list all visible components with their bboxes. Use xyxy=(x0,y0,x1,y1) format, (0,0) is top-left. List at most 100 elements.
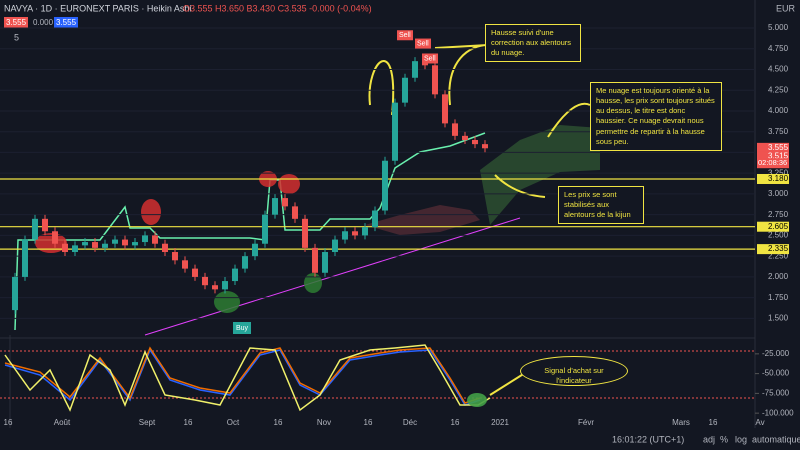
candle xyxy=(392,102,398,161)
buy-label: Buy xyxy=(236,325,249,332)
candle xyxy=(142,235,148,243)
pct[interactable]: % xyxy=(720,434,728,444)
log[interactable]: log xyxy=(735,434,747,444)
candle xyxy=(432,65,438,95)
y-tick-label: 4.750 xyxy=(768,44,789,53)
box-text: 3.555 xyxy=(56,18,77,27)
candle xyxy=(152,235,158,244)
price-box xyxy=(757,142,789,153)
level-label: 2.605 xyxy=(768,222,789,231)
candle xyxy=(472,139,478,145)
candle xyxy=(202,276,208,286)
x-tick-label: 16 xyxy=(709,418,718,427)
y-tick-label: 1.500 xyxy=(768,314,789,323)
osc-tick-label: -25.000 xyxy=(762,349,790,358)
candle xyxy=(482,144,488,149)
candle xyxy=(282,198,288,207)
osc-tick-label: -100.000 xyxy=(762,408,794,417)
y-tick-label: 5.000 xyxy=(768,23,789,32)
y-tick-label: 3.000 xyxy=(768,189,789,198)
level-label: 2.335 xyxy=(768,244,789,253)
level-box xyxy=(757,244,789,255)
candle xyxy=(92,242,98,248)
candle xyxy=(212,285,218,290)
x-tick-label: 16 xyxy=(451,418,460,427)
ohlc: O3.555 H3.650 B3.430 C3.535 -0.000 (-0.0… xyxy=(183,3,372,13)
cloud xyxy=(365,205,480,235)
candle xyxy=(32,218,38,240)
candle xyxy=(172,252,178,261)
osc-tick-label: -50.000 xyxy=(762,369,790,378)
candle xyxy=(452,123,458,136)
candle xyxy=(292,206,298,219)
x-tick-label: 2021 xyxy=(491,418,509,427)
sell-tag xyxy=(415,38,431,49)
candle xyxy=(362,227,368,236)
x-tick-label: Nov xyxy=(317,418,331,427)
candle xyxy=(112,239,118,244)
sell-label: Sell xyxy=(417,40,429,47)
highlight xyxy=(278,174,300,194)
x-tick-label: 16 xyxy=(184,418,193,427)
candle xyxy=(122,239,128,246)
sell-label: Sell xyxy=(424,55,436,62)
candle xyxy=(22,239,28,277)
box-text: 0.000 xyxy=(33,18,54,27)
candle xyxy=(372,210,378,228)
highlight xyxy=(214,291,240,313)
y-tick-label: 3.250 xyxy=(768,168,789,177)
x-tick-label: 16 xyxy=(364,418,373,427)
sell-tag xyxy=(397,30,413,41)
adj[interactable]: adj xyxy=(703,434,715,444)
candle xyxy=(12,276,18,311)
candle xyxy=(52,231,58,244)
candle xyxy=(102,243,108,248)
candle xyxy=(72,245,78,253)
candle xyxy=(62,243,68,253)
sell-tag xyxy=(422,53,438,64)
y-tick-label: 2.500 xyxy=(768,231,789,240)
candle xyxy=(162,243,168,253)
level-label: 3.180 xyxy=(768,174,789,183)
x-tick-label: Mars xyxy=(672,418,690,427)
currency: EUR xyxy=(776,3,796,13)
candle xyxy=(222,281,228,290)
highlight xyxy=(304,273,322,293)
candle xyxy=(182,260,188,269)
y-tick-label: 4.500 xyxy=(768,65,789,74)
level-box xyxy=(757,173,789,184)
osc-signal xyxy=(4,344,491,412)
y-tick-label: 3.750 xyxy=(768,127,789,136)
candle xyxy=(132,242,138,246)
auto[interactable]: automatique xyxy=(752,434,800,444)
price-label: 3.515 xyxy=(768,151,789,160)
y-tick-label: 1.750 xyxy=(768,293,789,302)
y-tick-label: 2.000 xyxy=(768,272,789,281)
level-box xyxy=(757,221,789,232)
candle xyxy=(352,231,358,236)
symbol[interactable]: NAVYA · 1D · EURONEXT PARIS · Heikin Ash… xyxy=(4,3,191,13)
annotation: Me nuage est toujours orienté à la hauss… xyxy=(590,82,722,151)
y-tick-label: 2.750 xyxy=(768,210,789,219)
indicator[interactable]: 5 xyxy=(14,32,19,42)
toolbar-bg xyxy=(0,428,800,450)
candle xyxy=(82,242,88,246)
highlight xyxy=(467,393,487,407)
x-tick-label: 16 xyxy=(4,418,13,427)
time: 16:01:22 (UTC+1) xyxy=(612,434,684,444)
candle xyxy=(332,239,338,253)
y-tick-label: 4.000 xyxy=(768,106,789,115)
annotation: Les prix se sont stabilisés aux alentour… xyxy=(558,186,644,225)
highlight xyxy=(35,233,67,253)
candle xyxy=(342,231,348,240)
candle xyxy=(192,268,198,277)
candle xyxy=(232,268,238,282)
candle xyxy=(312,247,318,273)
annotation: Hausse suivi d'une correction aux alento… xyxy=(485,24,581,63)
y-tick-label: 4.250 xyxy=(768,85,789,94)
candle xyxy=(412,61,418,78)
candle xyxy=(42,218,48,232)
candle xyxy=(442,94,448,124)
